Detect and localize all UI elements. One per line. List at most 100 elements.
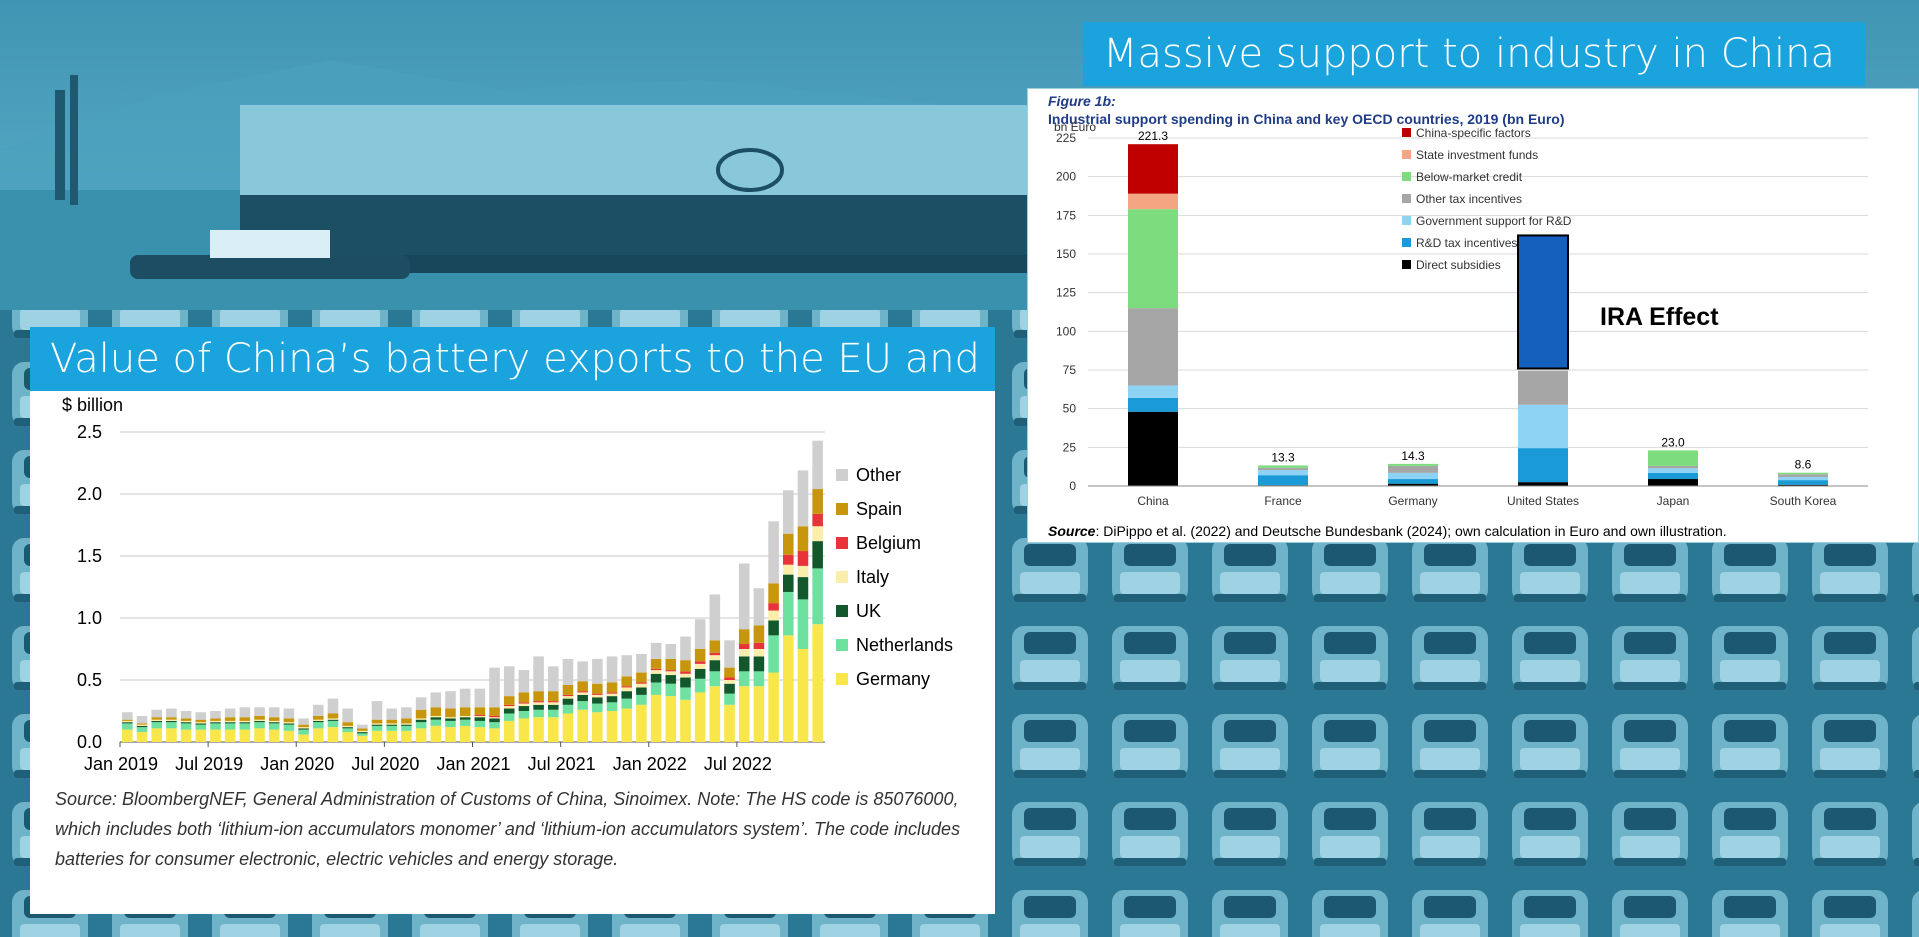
bar-other bbox=[151, 709, 163, 718]
bar-uk bbox=[547, 704, 559, 710]
bar-r-d-tax-incentives bbox=[1778, 480, 1828, 485]
bar-other-tax-incentives bbox=[1778, 474, 1828, 478]
bar-uk bbox=[782, 574, 794, 592]
bar-netherlands bbox=[782, 591, 794, 636]
bar-uk bbox=[136, 725, 148, 728]
y-tick-label: 1.5 bbox=[77, 546, 102, 566]
bar-germany bbox=[592, 712, 603, 742]
bar-r-d-tax-incentives bbox=[1128, 397, 1178, 412]
y-tick-label: 1.0 bbox=[77, 608, 102, 628]
bar-netherlands bbox=[474, 720, 486, 728]
y-tick-label: 50 bbox=[1063, 402, 1077, 416]
bar-other bbox=[415, 697, 427, 710]
bar-other bbox=[503, 666, 515, 697]
bar-other bbox=[694, 619, 706, 649]
bar-other bbox=[357, 724, 368, 729]
total-label: 23.0 bbox=[1661, 435, 1685, 449]
bar-spain bbox=[224, 717, 236, 721]
bar-state-investment-funds bbox=[1128, 193, 1178, 210]
bar-spain bbox=[665, 658, 677, 671]
y-tick-label: 125 bbox=[1056, 286, 1076, 300]
bar-uk bbox=[753, 656, 765, 672]
bar-spain bbox=[709, 640, 721, 653]
bar-netherlands bbox=[592, 703, 603, 713]
bar-netherlands bbox=[445, 720, 456, 728]
legend-label-below-market-credit: Below-market credit bbox=[1416, 170, 1523, 184]
bar-government-support-for-r-d bbox=[1258, 470, 1308, 476]
bar-belgium bbox=[709, 652, 721, 656]
bar-germany bbox=[386, 730, 398, 742]
bar-spain bbox=[151, 717, 163, 720]
bar-spain bbox=[518, 692, 530, 703]
bar-uk bbox=[680, 677, 691, 688]
x-tick-label: Jan 2021 bbox=[436, 754, 510, 774]
bar-germany bbox=[753, 686, 765, 742]
bar-germany bbox=[401, 730, 412, 742]
bar-spain bbox=[415, 709, 427, 719]
bar-spain bbox=[445, 708, 456, 718]
bar-other bbox=[430, 692, 442, 708]
bar-other-tax-incentives bbox=[1388, 465, 1438, 473]
bar-uk bbox=[533, 704, 544, 710]
bar-other bbox=[224, 708, 236, 718]
legend-label-other: Other bbox=[856, 465, 901, 485]
bar-italy bbox=[268, 720, 280, 723]
bar-netherlands bbox=[621, 698, 633, 709]
bar-other bbox=[753, 588, 765, 626]
bar-below-market-credit bbox=[1128, 209, 1178, 309]
bar-spain bbox=[430, 707, 442, 716]
bar-netherlands bbox=[709, 671, 721, 687]
bar-germany bbox=[621, 708, 633, 742]
bar-spain bbox=[694, 649, 706, 662]
bar-uk bbox=[724, 683, 735, 694]
bar-germany bbox=[371, 730, 383, 742]
left-source-note: Source: BloombergNEF, General Administra… bbox=[55, 789, 961, 869]
legend-label-italy: Italy bbox=[856, 567, 889, 587]
bar-belgium bbox=[680, 671, 691, 674]
bar-italy bbox=[797, 565, 809, 578]
source-text: : DiPippo et al. (2022) and Deutsche Bun… bbox=[1095, 523, 1727, 539]
total-label: 13.3 bbox=[1271, 450, 1295, 464]
legend-swatch-italy bbox=[836, 571, 848, 583]
bar-netherlands bbox=[151, 722, 163, 729]
bar-italy bbox=[151, 719, 163, 721]
bar-germany bbox=[298, 734, 309, 742]
x-tick-label: South Korea bbox=[1770, 494, 1837, 508]
bar-belgium bbox=[665, 670, 677, 672]
y-tick-label: 2.0 bbox=[77, 484, 102, 504]
bar-spain bbox=[312, 715, 324, 720]
bar-other bbox=[239, 707, 251, 718]
bar-uk bbox=[371, 724, 383, 726]
bar-uk bbox=[180, 722, 192, 724]
bar-netherlands bbox=[283, 724, 295, 731]
bar-uk bbox=[621, 691, 633, 699]
bar-germany bbox=[650, 694, 662, 742]
bar-belgium bbox=[489, 715, 500, 718]
bar-uk bbox=[239, 722, 251, 724]
bar-other-tax-incentives bbox=[1518, 370, 1568, 405]
x-tick-label: Jul 2021 bbox=[528, 754, 596, 774]
legend-swatch-direct-subsidies bbox=[1402, 260, 1411, 269]
x-tick-label: Germany bbox=[1388, 494, 1437, 508]
x-tick-label: France bbox=[1264, 494, 1302, 508]
bar-germany bbox=[151, 728, 163, 742]
bar-uk bbox=[298, 728, 309, 730]
bar-germany bbox=[812, 624, 823, 742]
bar-netherlands bbox=[371, 725, 383, 731]
bar-r-d-tax-incentives bbox=[1648, 472, 1698, 480]
bar-spain bbox=[768, 583, 779, 604]
bar-netherlands bbox=[254, 722, 265, 729]
legend-label-government-support-for-r-d: Government support for R&D bbox=[1416, 214, 1572, 228]
bar-italy bbox=[239, 720, 251, 723]
bar-italy bbox=[210, 720, 221, 723]
bar-netherlands bbox=[650, 682, 662, 695]
bar-germany bbox=[327, 727, 339, 742]
bar-spain bbox=[298, 724, 309, 728]
bar-uk bbox=[254, 720, 265, 723]
bar-netherlands bbox=[386, 725, 398, 731]
bar-spain bbox=[254, 715, 265, 720]
bar-netherlands bbox=[768, 635, 779, 673]
bar-germany bbox=[210, 729, 221, 742]
bar-uk bbox=[386, 724, 398, 726]
bar-government-support-for-r-d bbox=[1128, 385, 1178, 398]
